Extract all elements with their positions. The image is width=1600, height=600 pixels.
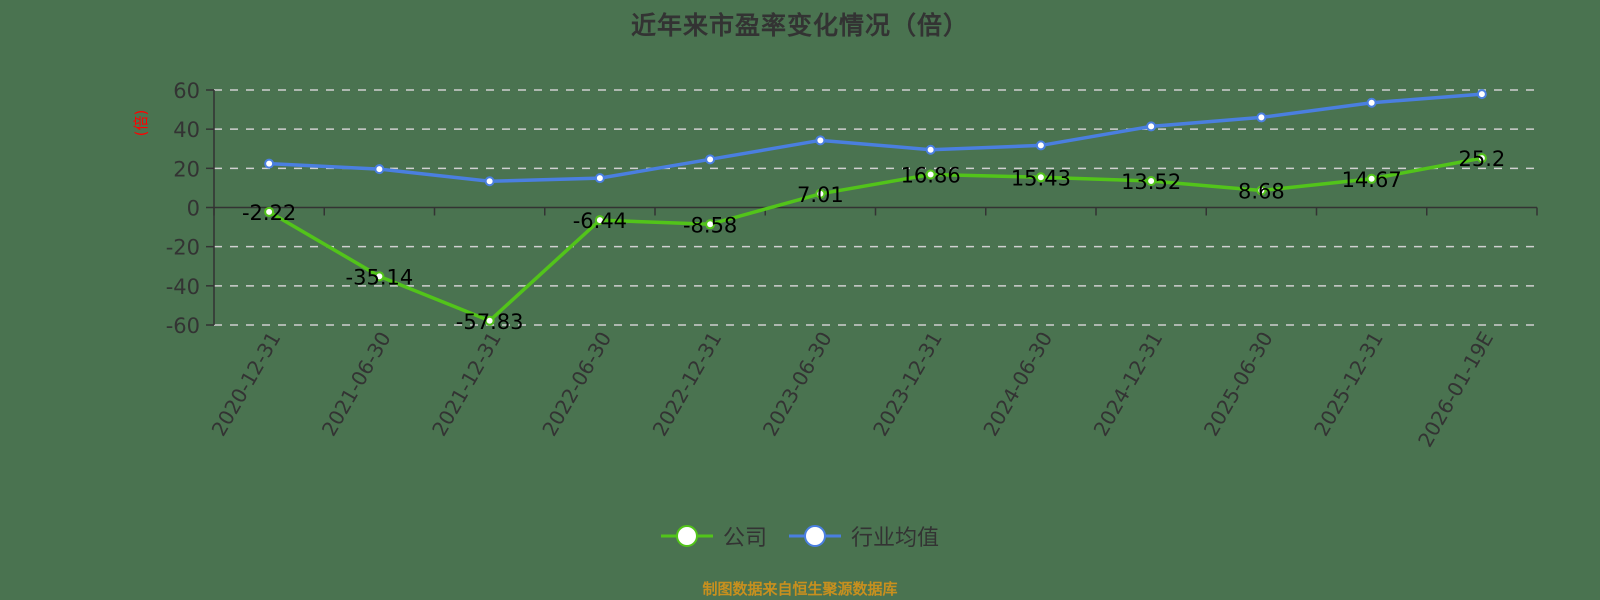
y-axis-label: (倍) [132,110,150,137]
data-point[interactable] [264,158,275,169]
data-point[interactable] [1146,121,1157,132]
x-tick-label: 2023-12-31 [868,328,947,441]
data-point[interactable] [705,154,716,165]
x-tick-label: 2025-12-31 [1309,328,1388,441]
y-tick-label: 0 [187,197,200,221]
data-point[interactable] [705,219,716,230]
series-line [269,92,1483,184]
data-point[interactable] [1256,112,1267,123]
data-point[interactable] [815,188,826,199]
x-tick-label: 2022-06-30 [537,328,616,441]
legend-label-company: 公司 [722,526,767,551]
data-label: 25.2 [1458,147,1505,171]
legend-label-industry-avg: 行业均值 [851,526,940,551]
x-tick-label: 2026-01-19E [1413,328,1498,452]
pe-line-chart: 60 40 20 0 -20 -40 -60 (倍) 2020-12-31 2021-06-30 2… [132,79,1538,452]
y-tick-label: 20 [173,157,200,181]
legend-item-industry-avg[interactable]: 行业均值 [789,520,939,552]
series-line [268,156,1483,323]
y-tick-label: 60 [173,79,200,103]
data-label: -35.14 [346,265,414,289]
x-tick-label: 2023-06-30 [758,328,837,441]
data-point[interactable] [925,144,936,155]
legend-marker-industry-icon [789,525,841,547]
data-point[interactable] [484,176,495,187]
data-point[interactable] [815,135,826,146]
data-point[interactable] [1256,185,1267,196]
data-label: -2.22 [242,201,296,225]
data-label: 13.52 [1121,170,1181,194]
legend: 公司 行业均值 [0,520,1600,552]
y-tick-label: -20 [166,236,200,260]
data-label: 7.01 [797,183,844,207]
data-point[interactable] [374,164,385,175]
x-tick-label: 2024-06-30 [978,328,1057,441]
data-point[interactable] [1476,89,1487,100]
data-label: 8.68 [1238,180,1285,204]
y-tick-label: -40 [166,275,200,299]
data-point[interactable] [594,215,605,226]
x-tick-label: 2020-12-31 [207,328,286,441]
chart-title: 近年来市盈率变化情况（倍） [630,11,969,40]
data-point[interactable] [1366,173,1377,184]
data-point[interactable] [1476,153,1487,164]
data-label: -57.83 [456,310,524,334]
data-label: 16.86 [901,163,961,187]
data-point[interactable] [1035,172,1046,183]
data-point[interactable] [1146,176,1157,187]
legend-marker-company-icon [660,525,713,547]
data-label: 14.67 [1342,168,1402,192]
y-tick-label: 40 [173,118,200,142]
data-point[interactable] [594,173,605,184]
data-point[interactable] [1035,140,1046,151]
x-tick-label: 2024-12-31 [1089,328,1168,441]
data-label: -8.58 [683,213,737,237]
x-tick-label: 2021-12-31 [427,328,506,441]
data-point[interactable] [374,271,385,282]
data-point[interactable] [1366,97,1377,108]
y-tick-label: -60 [166,314,200,338]
x-tick-label: 2025-06-30 [1199,328,1278,441]
data-source-note: 制图数据来自恒生聚源数据库 [702,580,898,598]
data-point[interactable] [925,169,936,180]
x-tick-label: 2021-06-30 [317,328,396,441]
x-tick-label: 2022-12-31 [648,328,727,441]
data-point[interactable] [264,206,275,217]
data-point[interactable] [484,315,495,326]
data-label: 15.43 [1011,166,1071,190]
legend-item-company[interactable]: 公司 [660,520,767,552]
data-label: -6.44 [573,209,627,233]
